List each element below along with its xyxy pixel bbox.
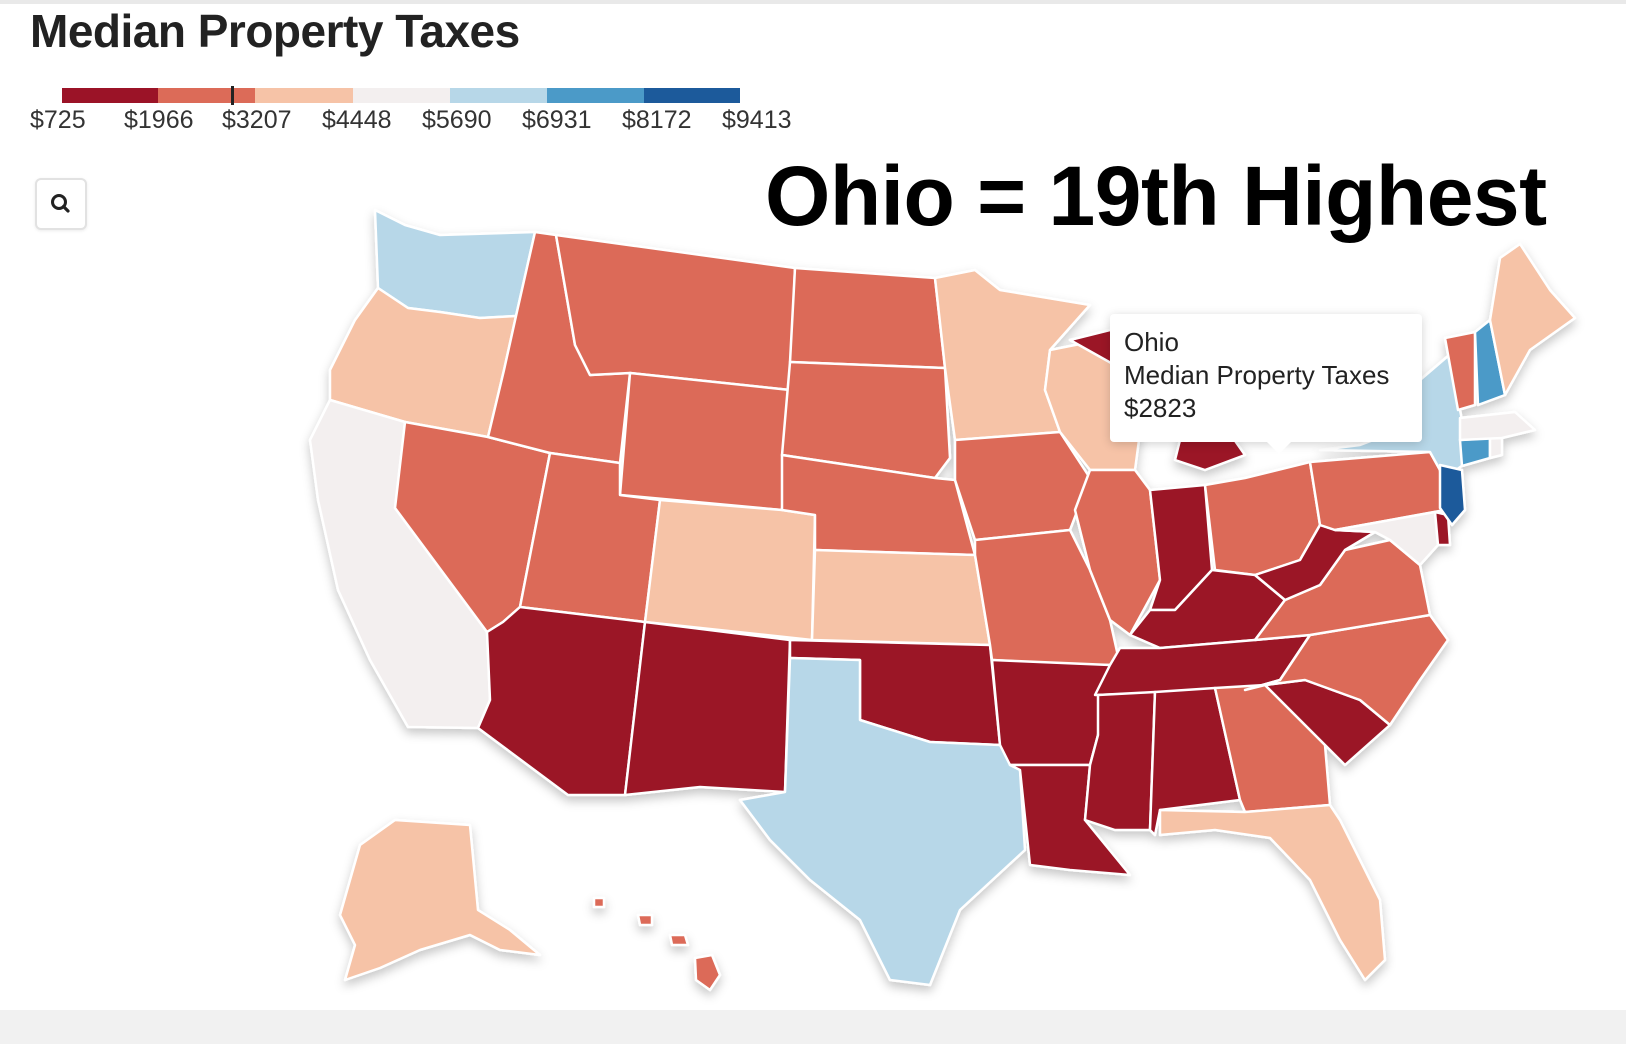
state-kansas[interactable] bbox=[810, 548, 992, 647]
legend-label: $8172 bbox=[622, 106, 692, 134]
state-wyoming[interactable] bbox=[618, 371, 792, 512]
state-connecticut[interactable] bbox=[1458, 436, 1492, 468]
state-south-dakota[interactable] bbox=[780, 360, 952, 480]
legend-swatch-4 bbox=[353, 88, 450, 103]
state-rhode-island[interactable] bbox=[1488, 436, 1504, 460]
legend-swatch-1 bbox=[62, 88, 158, 103]
state-hawaii-maui[interactable] bbox=[668, 933, 690, 947]
headline-annotation: Ohio = 19th Highest bbox=[765, 149, 1547, 243]
state-colorado[interactable] bbox=[643, 498, 817, 642]
legend-swatch-5 bbox=[450, 88, 547, 103]
state-north-carolina[interactable] bbox=[1243, 613, 1450, 727]
state-alaska[interactable] bbox=[338, 818, 542, 982]
state-new-jersey[interactable] bbox=[1438, 463, 1467, 527]
state-new-mexico[interactable] bbox=[623, 620, 792, 797]
state-hawaii-oahu[interactable] bbox=[636, 913, 654, 927]
legend-swatch-7 bbox=[644, 88, 740, 103]
state-vermont[interactable] bbox=[1443, 330, 1477, 412]
state-florida[interactable] bbox=[1158, 803, 1387, 982]
legend-label: $1966 bbox=[124, 106, 194, 134]
state-maine[interactable] bbox=[1488, 242, 1577, 397]
legend-label: $6931 bbox=[522, 106, 592, 134]
tooltip-value: $2823 bbox=[1124, 393, 1197, 423]
state-texas[interactable] bbox=[738, 656, 1027, 987]
legend-label: $9413 bbox=[722, 106, 792, 134]
zoom-search-button[interactable] bbox=[35, 178, 87, 230]
legend-label: $3207 bbox=[222, 106, 292, 134]
state-iowa[interactable] bbox=[953, 430, 1092, 542]
top-border bbox=[0, 0, 1626, 4]
state-massachusetts[interactable] bbox=[1458, 410, 1537, 442]
state-arizona[interactable] bbox=[476, 605, 647, 797]
search-icon bbox=[51, 194, 70, 213]
state-hawaii[interactable] bbox=[693, 953, 722, 992]
state-montana[interactable] bbox=[554, 233, 797, 392]
tooltip-pointer bbox=[1265, 440, 1293, 454]
legend-label: $5690 bbox=[422, 106, 492, 134]
page-title: Median Property Taxes bbox=[30, 5, 520, 57]
state-arkansas[interactable] bbox=[990, 658, 1112, 767]
tooltip-metric-label: Median Property Taxes bbox=[1124, 360, 1390, 390]
legend-swatch-3 bbox=[255, 88, 353, 103]
tooltip-state-name: Ohio bbox=[1124, 327, 1179, 357]
state-hawaii-kauai[interactable] bbox=[592, 896, 606, 909]
legend-label: $725 bbox=[30, 106, 86, 134]
state-tooltip: Ohio Median Property Taxes $2823 bbox=[1110, 314, 1422, 442]
bottom-bar bbox=[0, 1010, 1626, 1044]
legend-swatch-6 bbox=[547, 88, 644, 103]
state-north-dakota[interactable] bbox=[788, 266, 947, 370]
legend-swatch-2 bbox=[158, 88, 255, 103]
legend-label: $4448 bbox=[322, 106, 392, 134]
legend-value-marker bbox=[231, 86, 234, 105]
color-legend bbox=[62, 88, 764, 103]
